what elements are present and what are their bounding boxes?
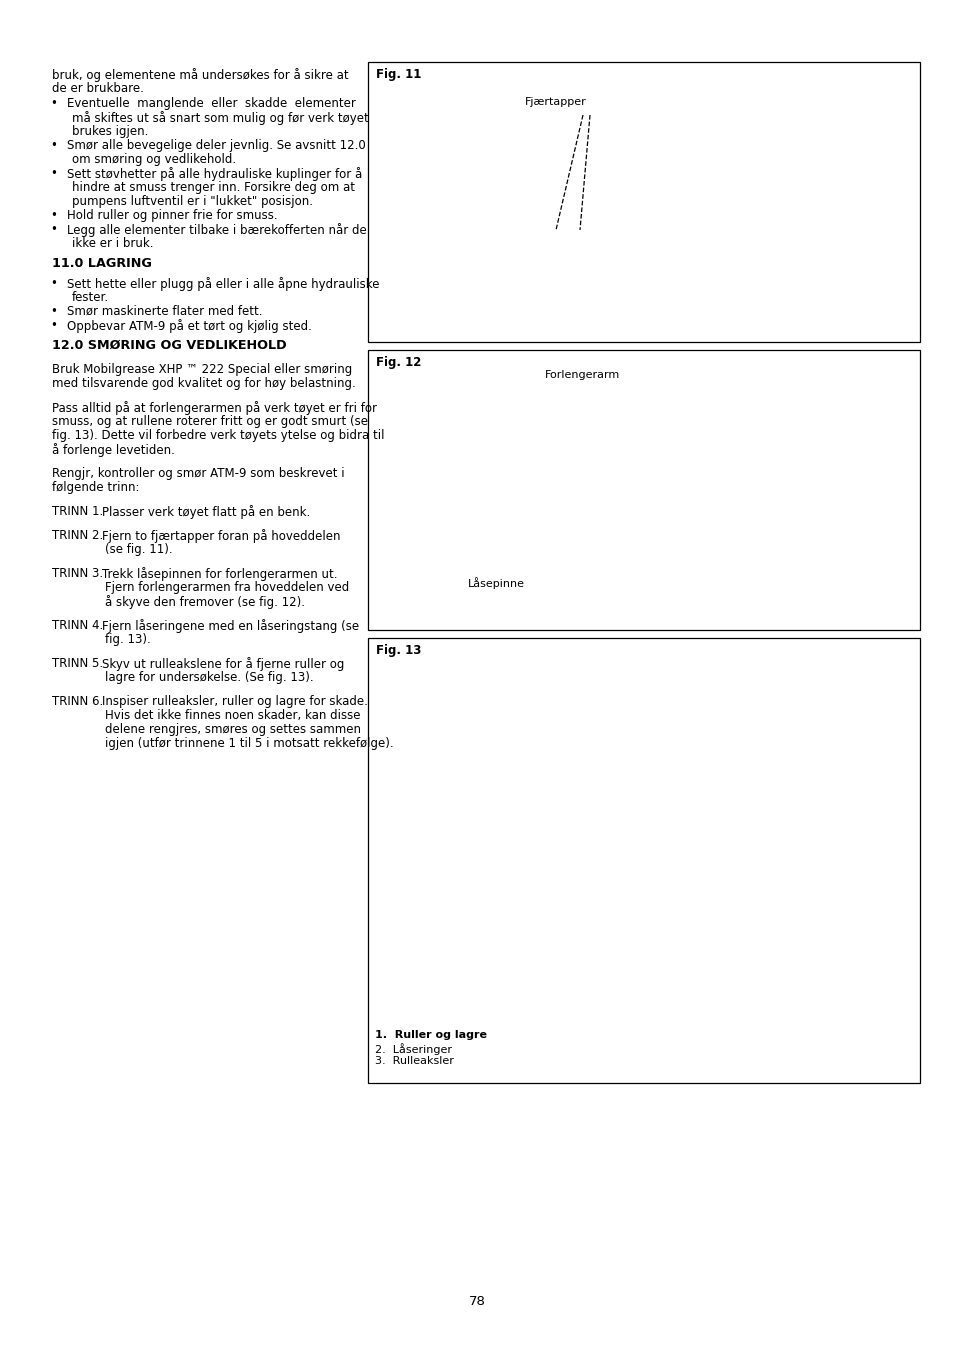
- Text: (se fig. 11).: (se fig. 11).: [105, 543, 172, 556]
- Text: om smøring og vedlikehold.: om smøring og vedlikehold.: [71, 153, 236, 166]
- Text: TRINN 4.: TRINN 4.: [52, 620, 103, 632]
- Text: TRINN 6.: TRINN 6.: [52, 695, 103, 707]
- Text: •: •: [50, 139, 57, 153]
- Text: Fig. 11: Fig. 11: [375, 68, 421, 81]
- Text: å skyve den fremover (se fig. 12).: å skyve den fremover (se fig. 12).: [105, 595, 305, 609]
- Text: igjen (utfør trinnene 1 til 5 i motsatt rekkefølge).: igjen (utfør trinnene 1 til 5 i motsatt …: [105, 737, 394, 751]
- Text: Inspiser rulleaksler, ruller og lagre for skade.: Inspiser rulleaksler, ruller og lagre fo…: [102, 695, 368, 707]
- Text: Skyv ut rulleakslene for å fjerne ruller og: Skyv ut rulleakslene for å fjerne ruller…: [102, 657, 344, 671]
- Text: de er brukbare.: de er brukbare.: [52, 82, 144, 94]
- Text: delene rengjres, smøres og settes sammen: delene rengjres, smøres og settes sammen: [105, 724, 360, 736]
- Text: må skiftes ut så snart som mulig og før verk tøyet: må skiftes ut så snart som mulig og før …: [71, 111, 369, 126]
- Text: Sett hette eller plugg på eller i alle åpne hydrauliske: Sett hette eller plugg på eller i alle å…: [67, 277, 379, 292]
- Text: Trekk låsepinnen for forlengerarmen ut.: Trekk låsepinnen for forlengerarmen ut.: [102, 567, 337, 580]
- Text: fig. 13). Dette vil forbedre verk tøyets ytelse og bidra til: fig. 13). Dette vil forbedre verk tøyets…: [52, 429, 384, 441]
- Text: •: •: [50, 277, 57, 290]
- Text: 2.  Låseringer: 2. Låseringer: [375, 1044, 452, 1054]
- Text: 3.  Rulleaksler: 3. Rulleaksler: [375, 1056, 454, 1066]
- Text: Rengjr, kontroller og smør ATM-9 som beskrevet i: Rengjr, kontroller og smør ATM-9 som bes…: [52, 467, 344, 481]
- Text: Oppbevar ATM-9 på et tørt og kjølig sted.: Oppbevar ATM-9 på et tørt og kjølig sted…: [67, 319, 312, 333]
- Text: Fjern forlengerarmen fra hoveddelen ved: Fjern forlengerarmen fra hoveddelen ved: [105, 580, 349, 594]
- Bar: [368, 62, 919, 342]
- Text: Hold ruller og pinner frie for smuss.: Hold ruller og pinner frie for smuss.: [67, 209, 277, 221]
- Text: Smør maskinerte flater med fett.: Smør maskinerte flater med fett.: [67, 305, 262, 319]
- Text: fig. 13).: fig. 13).: [105, 633, 151, 647]
- Text: Smør alle bevegelige deler jevnlig. Se avsnitt 12.0: Smør alle bevegelige deler jevnlig. Se a…: [67, 139, 365, 153]
- Bar: [368, 639, 919, 1083]
- Text: TRINN 3.: TRINN 3.: [52, 567, 103, 580]
- Text: Bruk Mobilgrease XHP ™ 222 Special eller smøring: Bruk Mobilgrease XHP ™ 222 Special eller…: [52, 363, 352, 377]
- Text: 78: 78: [468, 1295, 485, 1308]
- Text: pumpens luftventil er i "lukket" posisjon.: pumpens luftventil er i "lukket" posisjo…: [71, 194, 313, 208]
- Text: Fig. 13: Fig. 13: [375, 644, 421, 657]
- Text: •: •: [50, 319, 57, 332]
- Text: fester.: fester.: [71, 292, 109, 304]
- Text: Hvis det ikke finnes noen skader, kan disse: Hvis det ikke finnes noen skader, kan di…: [105, 709, 360, 722]
- Text: lagre for undersøkelse. (Se fig. 13).: lagre for undersøkelse. (Se fig. 13).: [105, 671, 314, 684]
- Text: smuss, og at rullene roterer fritt og er godt smurt (se: smuss, og at rullene roterer fritt og er…: [52, 414, 368, 428]
- Text: 11.0 LAGRING: 11.0 LAGRING: [52, 256, 152, 270]
- Text: •: •: [50, 209, 57, 221]
- Text: TRINN 1.: TRINN 1.: [52, 505, 103, 518]
- Text: Eventuelle  manglende  eller  skadde  elementer: Eventuelle manglende eller skadde elemen…: [67, 97, 355, 109]
- Text: Pass alltid på at forlengerarmen på verk tøyet er fri for: Pass alltid på at forlengerarmen på verk…: [52, 401, 376, 414]
- Text: •: •: [50, 97, 57, 109]
- Text: TRINN 2.: TRINN 2.: [52, 529, 103, 541]
- Text: •: •: [50, 223, 57, 236]
- Text: •: •: [50, 167, 57, 180]
- Text: 12.0 SMØRING OG VEDLIKEHOLD: 12.0 SMØRING OG VEDLIKEHOLD: [52, 339, 286, 352]
- Text: brukes igjen.: brukes igjen.: [71, 126, 149, 138]
- Text: •: •: [50, 305, 57, 319]
- Text: Legg alle elementer tilbake i bærekofferten når de: Legg alle elementer tilbake i bærekoffer…: [67, 223, 366, 238]
- Text: Forlengerarm: Forlengerarm: [544, 370, 619, 379]
- Text: Fjern to fjærtapper foran på hoveddelen: Fjern to fjærtapper foran på hoveddelen: [102, 529, 340, 543]
- Text: Fjærtapper: Fjærtapper: [524, 97, 586, 107]
- Text: Fjern låseringene med en låseringstang (se: Fjern låseringene med en låseringstang (…: [102, 620, 358, 633]
- Text: bruk, og elementene må undersøkes for å sikre at: bruk, og elementene må undersøkes for å …: [52, 68, 348, 82]
- Text: Fig. 12: Fig. 12: [375, 356, 421, 369]
- Text: TRINN 5.: TRINN 5.: [52, 657, 103, 670]
- Bar: [368, 350, 919, 630]
- Text: hindre at smuss trenger inn. Forsikre deg om at: hindre at smuss trenger inn. Forsikre de…: [71, 181, 355, 194]
- Text: Plasser verk tøyet flatt på en benk.: Plasser verk tøyet flatt på en benk.: [102, 505, 310, 518]
- Text: å forlenge levetiden.: å forlenge levetiden.: [52, 443, 174, 456]
- Text: Låsepinne: Låsepinne: [468, 576, 524, 589]
- Text: Sett støvhetter på alle hydrauliske kuplinger for å: Sett støvhetter på alle hydrauliske kupl…: [67, 167, 362, 181]
- Text: følgende trinn:: følgende trinn:: [52, 481, 139, 494]
- Text: ikke er i bruk.: ikke er i bruk.: [71, 238, 153, 250]
- Text: 1.  Ruller og lagre: 1. Ruller og lagre: [375, 1030, 486, 1040]
- Text: med tilsvarende god kvalitet og for høy belastning.: med tilsvarende god kvalitet og for høy …: [52, 377, 355, 390]
